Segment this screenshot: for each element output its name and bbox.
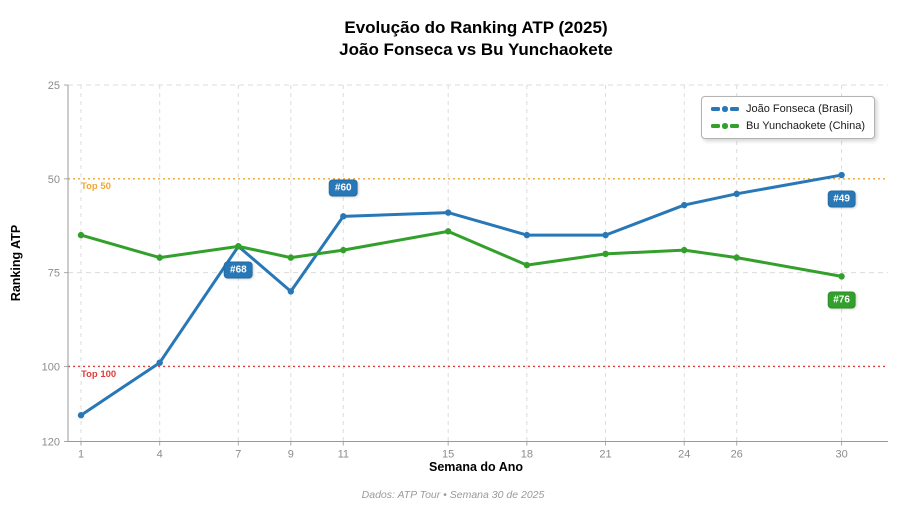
data-point (838, 273, 845, 280)
y-tick-label: 120 (42, 436, 60, 448)
y-tick-label: 75 (48, 268, 60, 280)
data-point (340, 246, 347, 254)
x-tick-label: 18 (521, 449, 533, 461)
data-point (444, 228, 452, 235)
data-point (681, 201, 688, 209)
series-line-1 (79, 229, 844, 278)
x-tick-label: 9 (288, 449, 294, 461)
annotation-badge: #68 (224, 261, 253, 279)
x-tick-label: 24 (678, 449, 690, 461)
legend-box: João Fonseca (Brasil) Bu Yunchaokete (Ch… (700, 96, 875, 139)
x-tick-label: 30 (835, 449, 847, 461)
data-point (733, 254, 740, 261)
data-point (681, 246, 688, 254)
y-axis-label: Ranking ATP (9, 224, 23, 302)
data-point (235, 243, 242, 250)
data-point (838, 171, 845, 179)
data-point (602, 250, 609, 258)
chart-title: Evolução do Ranking ATP (2025) (344, 18, 608, 37)
x-axis-label: Semana do Ano (429, 460, 523, 474)
y-tick-label: 25 (48, 80, 60, 92)
footer-caption: Dados: ATP Tour • Semana 30 de 2025 (361, 489, 545, 501)
legend-label-fonseca: João Fonseca (Brasil) (745, 103, 853, 115)
x-tick-label: 1 (78, 449, 84, 461)
top-100-line-label: Top 100 (81, 369, 117, 380)
y-tick-label: 50 (48, 174, 60, 186)
annotation-badge: #76 (827, 291, 856, 309)
data-point (602, 231, 609, 239)
data-point (523, 261, 531, 269)
legend-line-sample-blue (711, 106, 739, 112)
legend-item-fonseca: João Fonseca (Brasil) (711, 103, 865, 115)
data-point (340, 213, 347, 220)
data-point (77, 412, 85, 419)
data-point (733, 190, 740, 198)
data-point (523, 231, 531, 239)
annotation-badge: #60 (328, 179, 358, 197)
x-tick-label: 7 (235, 449, 241, 461)
chart-title-block: Evolução do Ranking ATP (2025) João Fons… (68, 17, 884, 61)
legend-item-bu: Bu Yunchaokete (China) (711, 120, 865, 132)
data-point (287, 254, 295, 261)
data-point (77, 231, 85, 239)
x-tick-label: 21 (599, 449, 611, 461)
x-tick-label: 4 (157, 449, 163, 461)
annotation-badge: #49 (827, 190, 856, 208)
x-tick-label: 26 (731, 449, 743, 461)
data-point (156, 254, 163, 261)
x-tick-label: 11 (338, 449, 349, 461)
legend-label-bu: Bu Yunchaokete (China) (745, 120, 865, 132)
top-50-line-label: Top 50 (81, 181, 111, 192)
x-tick-label: 15 (442, 449, 454, 461)
data-point (444, 209, 452, 216)
data-point (287, 288, 295, 295)
series-line-0 (79, 173, 844, 417)
y-tick-label: 100 (42, 361, 60, 373)
legend-line-sample-green (711, 123, 739, 129)
data-point (156, 359, 163, 366)
chart-subtitle: João Fonseca vs Bu Yunchaokete (339, 40, 613, 59)
